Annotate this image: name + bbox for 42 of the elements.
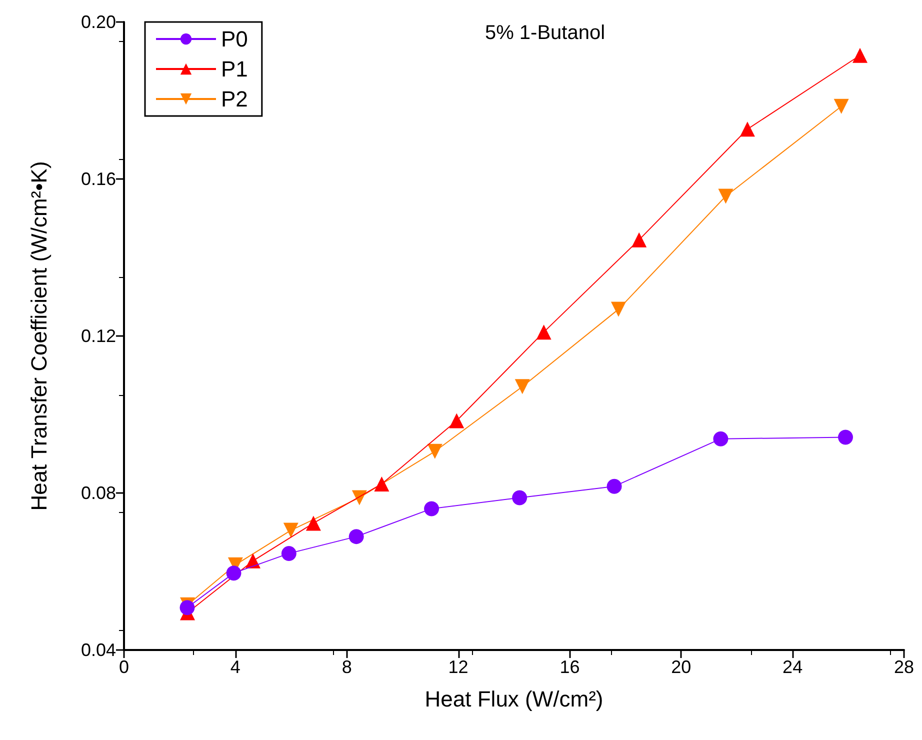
chart-title: 5% 1-Butanol xyxy=(484,22,606,44)
point xyxy=(180,600,195,616)
point xyxy=(610,302,626,317)
point xyxy=(348,529,364,544)
y-tick-label: 0.08 xyxy=(80,483,116,503)
point xyxy=(852,48,868,63)
legend-label: P2 xyxy=(221,86,248,112)
y-tick-label: 0.12 xyxy=(80,326,116,346)
x-tick-label: 28 xyxy=(894,657,914,677)
y-tick-label: 0.16 xyxy=(80,169,116,189)
x-axis-title: Heat Flux (W/cm²) xyxy=(424,686,604,712)
point xyxy=(374,476,390,492)
point xyxy=(226,566,242,581)
point xyxy=(740,122,755,137)
point xyxy=(306,516,321,531)
point xyxy=(512,490,528,506)
point xyxy=(838,430,853,445)
x-tick-label: 16 xyxy=(560,657,580,677)
point xyxy=(834,98,849,114)
point xyxy=(283,522,298,538)
point xyxy=(536,324,552,340)
x-tick-label: 20 xyxy=(671,657,692,677)
y-tick-label: 0.20 xyxy=(80,12,116,32)
x-tick-label: 4 xyxy=(230,657,240,677)
point xyxy=(352,490,367,506)
point xyxy=(713,431,728,446)
x-tick-label: 24 xyxy=(782,657,803,677)
point xyxy=(424,501,440,516)
point xyxy=(632,232,647,248)
y-tick-label: 0.04 xyxy=(80,640,116,660)
x-tick-label: 0 xyxy=(118,657,130,677)
point xyxy=(427,444,442,459)
point xyxy=(281,546,296,561)
legend-label: P1 xyxy=(221,56,248,82)
point xyxy=(449,413,464,428)
x-tick-label: 12 xyxy=(448,657,468,677)
point xyxy=(606,478,622,494)
x-tick-label: 8 xyxy=(342,657,352,677)
point xyxy=(718,188,734,204)
point xyxy=(514,379,530,394)
y-axis-title: Heat Transfer Coefficient (W/cm²•K) xyxy=(26,161,52,511)
legend-label: P0 xyxy=(221,26,248,52)
